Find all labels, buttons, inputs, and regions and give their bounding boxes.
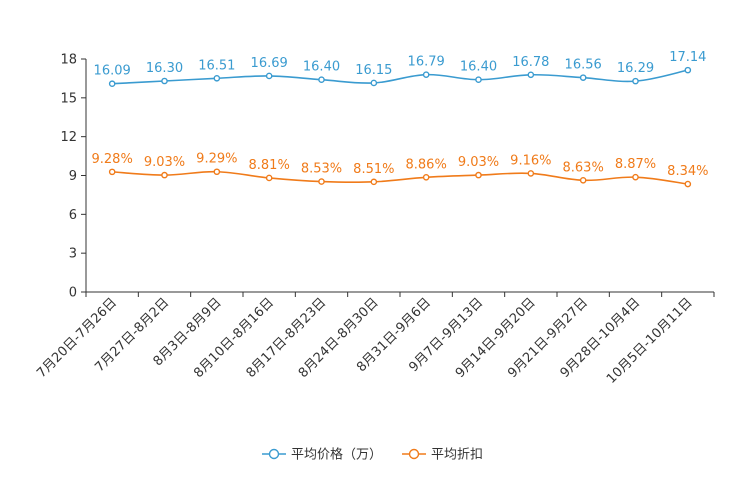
data-label: 16.79 — [408, 55, 445, 70]
legend-marker-icon — [408, 448, 420, 460]
y-tick-label: 3 — [69, 247, 77, 262]
data-label: 8.51% — [353, 162, 394, 177]
legend-item-1[interactable]: 平均折扣 — [402, 448, 483, 463]
data-label: 9.28% — [92, 152, 133, 167]
y-tick-label: 9 — [69, 169, 77, 184]
data-point[interactable] — [161, 171, 168, 179]
legend-label: 平均价格（万） — [291, 447, 382, 463]
data-label: 9.29% — [196, 152, 237, 167]
data-label: 16.69 — [251, 56, 288, 71]
y-tick-label: 15 — [60, 91, 77, 106]
data-point[interactable] — [265, 72, 273, 80]
data-point[interactable] — [318, 76, 325, 84]
data-label: 16.15 — [355, 63, 392, 78]
data-point[interactable] — [684, 180, 692, 188]
data-point[interactable] — [108, 168, 116, 176]
data-labels: 16.09 16.30 16.51 16.69 16.40 16.15 16.79 16.40… — [92, 50, 709, 179]
data-point[interactable] — [579, 74, 587, 81]
legend[interactable]: 平均价格（万） 平均折扣 — [262, 447, 483, 463]
series-line-1 — [112, 170, 688, 185]
y-tick-label: 12 — [60, 130, 77, 145]
data-label: 8.81% — [249, 158, 290, 173]
data-point[interactable] — [370, 178, 378, 186]
legend-label: 平均折扣 — [431, 448, 483, 463]
data-label: 16.40 — [460, 60, 497, 75]
data-label: 8.87% — [615, 157, 656, 172]
data-point[interactable] — [475, 76, 482, 84]
data-label: 9.03% — [458, 155, 499, 170]
data-point[interactable] — [213, 74, 221, 82]
data-point[interactable] — [318, 178, 325, 185]
data-point[interactable] — [684, 66, 692, 74]
y-tick-label: 18 — [60, 53, 77, 68]
data-point[interactable] — [213, 168, 221, 176]
data-label: 16.51 — [198, 58, 235, 73]
data-label: 8.34% — [667, 164, 708, 179]
data-point[interactable] — [475, 171, 482, 179]
data-point[interactable] — [370, 79, 378, 87]
legend-marker-icon — [268, 448, 280, 460]
data-label: 9.03% — [144, 155, 185, 170]
data-point[interactable] — [265, 174, 273, 182]
data-point[interactable] — [422, 174, 430, 181]
legend-item-0[interactable]: 平均价格（万） — [262, 447, 382, 463]
data-point[interactable] — [108, 80, 116, 88]
data-label: 9.16% — [510, 153, 551, 168]
y-tick-label: 6 — [69, 208, 77, 223]
data-label: 8.53% — [301, 162, 342, 177]
data-point[interactable] — [632, 77, 639, 85]
data-point[interactable] — [527, 71, 535, 79]
series-line-0 — [112, 69, 688, 85]
data-label: 8.63% — [563, 160, 604, 175]
data-label: 16.56 — [565, 58, 602, 73]
data-point[interactable] — [632, 173, 639, 181]
series-group — [108, 66, 692, 188]
y-tick-label: 0 — [69, 286, 77, 301]
axes: 03691215187月20日-7月26日7月27日-8月2日8月3日-8月9日… — [34, 53, 715, 387]
data-label: 17.14 — [669, 50, 706, 65]
data-point[interactable] — [422, 71, 430, 78]
data-point[interactable] — [161, 77, 168, 85]
data-point[interactable] — [527, 170, 535, 177]
data-label: 16.29 — [617, 61, 654, 76]
data-label: 16.40 — [303, 60, 340, 75]
data-label: 16.09 — [94, 64, 131, 79]
data-label: 16.78 — [512, 55, 549, 70]
data-label: 16.30 — [146, 61, 183, 76]
data-point[interactable] — [579, 176, 587, 184]
data-label: 8.86% — [406, 157, 447, 172]
